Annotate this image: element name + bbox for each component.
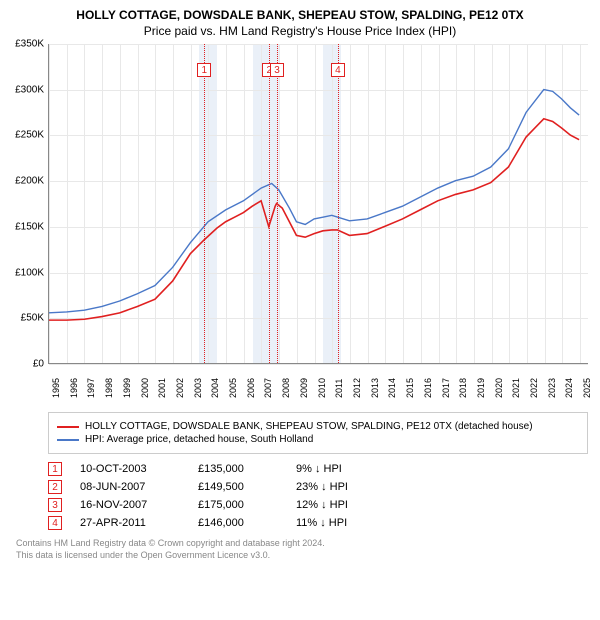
sale-row: 2 08-JUN-2007 £149,500 23% ↓ HPI [48,480,588,494]
sale-marker-badge: 4 [331,63,345,77]
x-tick-label: 1999 [122,378,132,398]
sale-number-badge: 4 [48,516,62,530]
x-tick-label: 2016 [423,378,433,398]
x-tick-label: 2004 [210,378,220,398]
legend-item: HOLLY COTTAGE, DOWSDALE BANK, SHEPEAU ST… [57,421,579,432]
legend-swatch [57,426,79,428]
x-tick-label: 2005 [228,378,238,398]
sale-hpi-diff: 9% ↓ HPI [296,463,406,475]
x-tick-label: 2021 [511,378,521,398]
x-tick-label: 2007 [263,378,273,398]
sale-date: 10-OCT-2003 [80,463,180,475]
sale-marker-line [269,44,270,363]
sale-price: £146,000 [198,517,278,529]
sale-date: 27-APR-2011 [80,517,180,529]
sale-number-badge: 2 [48,480,62,494]
sales-table: 1 10-OCT-2003 £135,000 9% ↓ HPI 2 08-JUN-2007… [48,462,588,530]
x-tick-label: 2000 [140,378,150,398]
x-tick-label: 2015 [405,378,415,398]
x-tick-label: 2020 [494,378,504,398]
x-tick-label: 2010 [317,378,327,398]
x-tick-label: 2002 [175,378,185,398]
y-tick-label: £0 [33,359,44,370]
sale-row: 3 16-NOV-2007 £175,000 12% ↓ HPI [48,498,588,512]
sale-row: 1 10-OCT-2003 £135,000 9% ↓ HPI [48,462,588,476]
x-tick-label: 2024 [564,378,574,398]
chart-legend: HOLLY COTTAGE, DOWSDALE BANK, SHEPEAU ST… [48,412,588,454]
x-tick-label: 2014 [387,378,397,398]
chart-title-address: HOLLY COTTAGE, DOWSDALE BANK, SHEPEAU ST… [8,8,592,22]
x-tick-label: 1995 [51,378,61,398]
x-tick-label: 2023 [547,378,557,398]
y-tick-label: £50K [21,313,44,324]
x-tick-label: 2012 [352,378,362,398]
x-tick-label: 1998 [104,378,114,398]
footer-line-2: This data is licensed under the Open Gov… [16,550,588,562]
x-axis: 1995 1996 1997 1998 1999 2000 2001 2002 2003 2004… [48,364,588,404]
y-tick-label: £250K [15,130,44,141]
x-tick-label: 2025 [582,378,592,398]
footer-line-1: Contains HM Land Registry data © Crown c… [16,538,588,550]
sale-number-badge: 3 [48,498,62,512]
sale-row: 4 27-APR-2011 £146,000 11% ↓ HPI [48,516,588,530]
sale-hpi-diff: 12% ↓ HPI [296,499,406,511]
sale-hpi-diff: 23% ↓ HPI [296,481,406,493]
x-tick-label: 1996 [69,378,79,398]
legend-swatch [57,439,79,441]
y-tick-label: £150K [15,221,44,232]
x-tick-label: 2011 [334,379,344,398]
x-tick-label: 2003 [193,378,203,398]
x-tick-label: 2006 [246,378,256,398]
sale-number-badge: 1 [48,462,62,476]
x-tick-label: 2013 [370,378,380,398]
sale-date: 16-NOV-2007 [80,499,180,511]
sale-marker-line [277,44,278,363]
legend-item: HPI: Average price, detached house, Sout… [57,434,579,445]
chart-title-block: HOLLY COTTAGE, DOWSDALE BANK, SHEPEAU ST… [8,8,592,38]
line-series-svg [49,44,588,363]
sale-price: £149,500 [198,481,278,493]
x-tick-label: 2008 [281,378,291,398]
x-tick-label: 2017 [441,378,451,398]
sale-hpi-diff: 11% ↓ HPI [296,517,406,529]
x-tick-label: 2018 [458,378,468,398]
sale-date: 08-JUN-2007 [80,481,180,493]
y-tick-label: £300K [15,84,44,95]
x-tick-label: 2009 [299,378,309,398]
x-tick-label: 1997 [86,378,96,398]
chart-subtitle: Price paid vs. HM Land Registry's House … [8,24,592,38]
y-tick-label: £100K [15,267,44,278]
y-axis: £0£50K£100K£150K£200K£250K£300K£350K [8,44,48,364]
sale-price: £175,000 [198,499,278,511]
x-tick-label: 2001 [157,378,167,398]
series-hpi [49,90,579,313]
legend-label: HPI: Average price, detached house, Sout… [85,434,313,445]
chart-container: £0£50K£100K£150K£200K£250K£300K£350K 123… [8,44,588,404]
sale-marker-badge: 1 [197,63,211,77]
sale-price: £135,000 [198,463,278,475]
plot-area: 1234 [48,44,588,364]
sale-marker-line [204,44,205,363]
legend-label: HOLLY COTTAGE, DOWSDALE BANK, SHEPEAU ST… [85,421,533,432]
y-tick-label: £200K [15,176,44,187]
footer-attribution: Contains HM Land Registry data © Crown c… [16,538,588,561]
x-tick-label: 2019 [476,378,486,398]
y-tick-label: £350K [15,39,44,50]
x-tick-label: 2022 [529,378,539,398]
sale-marker-badge: 3 [270,63,284,77]
sale-marker-line [338,44,339,363]
